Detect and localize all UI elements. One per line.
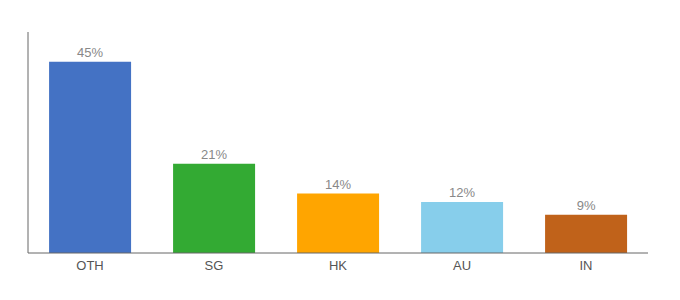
svg-text:45%: 45% <box>77 45 103 60</box>
svg-text:AU: AU <box>453 258 471 273</box>
svg-text:SG: SG <box>205 258 224 273</box>
svg-text:IN: IN <box>580 258 593 273</box>
svg-text:OTH: OTH <box>76 258 103 273</box>
svg-text:12%: 12% <box>449 185 475 200</box>
svg-text:21%: 21% <box>201 147 227 162</box>
svg-text:14%: 14% <box>325 177 351 192</box>
svg-text:HK: HK <box>329 258 347 273</box>
svg-text:9%: 9% <box>577 198 596 213</box>
